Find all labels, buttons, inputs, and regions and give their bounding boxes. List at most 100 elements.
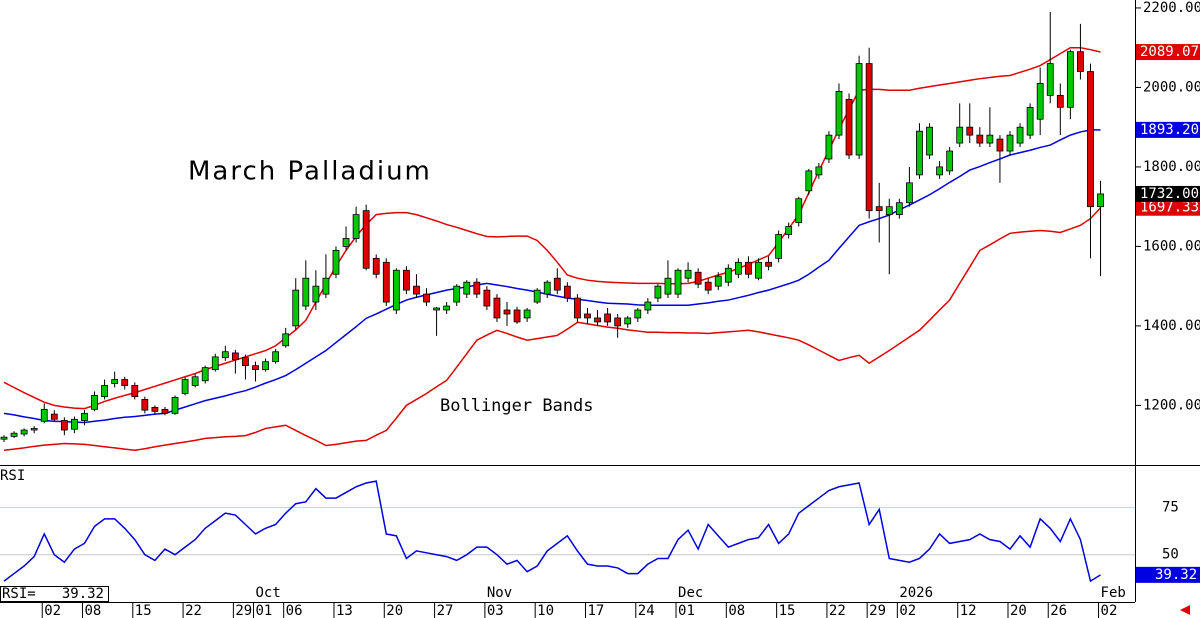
- candle-body: [936, 166, 943, 176]
- x-tick-label: 06: [286, 603, 303, 618]
- candle-body: [1056, 94, 1064, 108]
- candle-body: [694, 271, 702, 285]
- month-label: Nov: [487, 585, 512, 601]
- candle-body: [473, 281, 481, 295]
- x-tick-label: 27: [437, 603, 454, 618]
- price-tag: [1136, 199, 1200, 216]
- y-tick-label: 1600.00: [1143, 238, 1200, 254]
- candle-body: [111, 379, 119, 384]
- price-tag-label: 2089.07: [1140, 44, 1199, 60]
- candle-body: [1087, 71, 1094, 208]
- y-tick-label: 75: [1162, 500, 1179, 516]
- x-tick-label: 02: [899, 603, 916, 618]
- candle-body: [865, 63, 873, 212]
- candle-body: [0, 436, 8, 440]
- price-tag: [1136, 121, 1200, 138]
- x-tick-label: 08: [728, 603, 745, 618]
- candle-body: [654, 285, 662, 299]
- x-tick-label: 12: [960, 603, 977, 618]
- candle-body: [71, 418, 78, 430]
- x-tick-label: 15: [135, 603, 152, 618]
- x-tick-label: 22: [829, 603, 846, 618]
- candle-body: [191, 376, 199, 386]
- candle-body: [181, 379, 189, 394]
- candle-body: [242, 357, 249, 367]
- candle-body: [221, 351, 229, 359]
- candle-body: [714, 275, 722, 287]
- scroll-arrow[interactable]: [1180, 605, 1190, 615]
- candle-body: [433, 307, 440, 311]
- candle-body: [252, 365, 259, 371]
- candle-body: [815, 166, 823, 176]
- candle-body: [976, 134, 984, 144]
- candle-body: [1036, 83, 1044, 120]
- rsi-readout-box: [0, 586, 109, 602]
- chart-title: March Palladium: [188, 157, 432, 187]
- candle-body: [423, 293, 430, 303]
- candle-body: [151, 406, 159, 412]
- candle-body: [392, 269, 400, 311]
- price-tag: [1136, 185, 1200, 202]
- candle-body: [91, 395, 98, 410]
- candle-body: [161, 408, 169, 414]
- candle-body: [523, 309, 531, 319]
- x-tick-label: 03: [487, 603, 504, 618]
- candle-body: [684, 269, 692, 279]
- candle-body: [413, 285, 420, 295]
- candle-body: [60, 420, 68, 431]
- candle-body: [574, 297, 581, 319]
- candle-body: [282, 333, 290, 347]
- y-tick-label: 1800.00: [1143, 159, 1200, 175]
- candle-body: [795, 198, 803, 223]
- candle-body: [1016, 126, 1024, 144]
- candle-body: [745, 261, 752, 275]
- candle-body: [845, 98, 853, 156]
- x-tick-label: 01: [256, 603, 273, 618]
- x-tick-label: 08: [84, 603, 101, 618]
- candle-body: [614, 317, 622, 327]
- candle-body: [443, 305, 451, 311]
- y-tick-label: 2000.00: [1143, 79, 1200, 95]
- candle-body: [895, 202, 903, 216]
- line: [3, 46, 1101, 410]
- annotation: Bollinger Bands: [440, 396, 594, 416]
- x-tick-label: 02: [44, 603, 61, 618]
- y-tick-label: 50: [1162, 547, 1179, 563]
- candle-body: [503, 309, 511, 315]
- candle-body: [986, 134, 994, 144]
- candle-body: [382, 261, 390, 303]
- x-tick-label: 20: [386, 603, 403, 618]
- candle-body: [121, 379, 129, 386]
- candle-body: [513, 309, 521, 323]
- candle-body: [634, 309, 642, 319]
- candle-body: [101, 385, 108, 398]
- month-label: Oct: [256, 585, 281, 601]
- candle-body: [926, 126, 933, 156]
- candle-body: [402, 269, 410, 291]
- candle-body: [956, 126, 964, 144]
- value-tag: [1136, 566, 1200, 583]
- candle-body: [805, 170, 813, 192]
- candle-body: [211, 356, 219, 371]
- candle-body: [20, 429, 28, 435]
- candle-body: [493, 297, 501, 319]
- candle-body: [855, 63, 863, 156]
- candle-body: [594, 317, 601, 323]
- candle-body: [352, 214, 360, 239]
- candle-body: [553, 277, 561, 291]
- x-tick-label: 10: [537, 603, 554, 618]
- price-tag-label: 1732.00: [1140, 186, 1199, 202]
- candle-body: [875, 206, 883, 212]
- candle-body: [1097, 193, 1104, 208]
- candle-body: [171, 397, 179, 414]
- candle-body: [463, 281, 471, 295]
- value-tag-label: 39.32: [1155, 567, 1197, 583]
- candle-body: [372, 257, 380, 275]
- candle-body: [81, 412, 88, 421]
- candle-body: [1077, 51, 1084, 72]
- x-tick-label: 22: [185, 603, 202, 618]
- price-tag: [1136, 44, 1200, 61]
- candle-body: [30, 428, 38, 431]
